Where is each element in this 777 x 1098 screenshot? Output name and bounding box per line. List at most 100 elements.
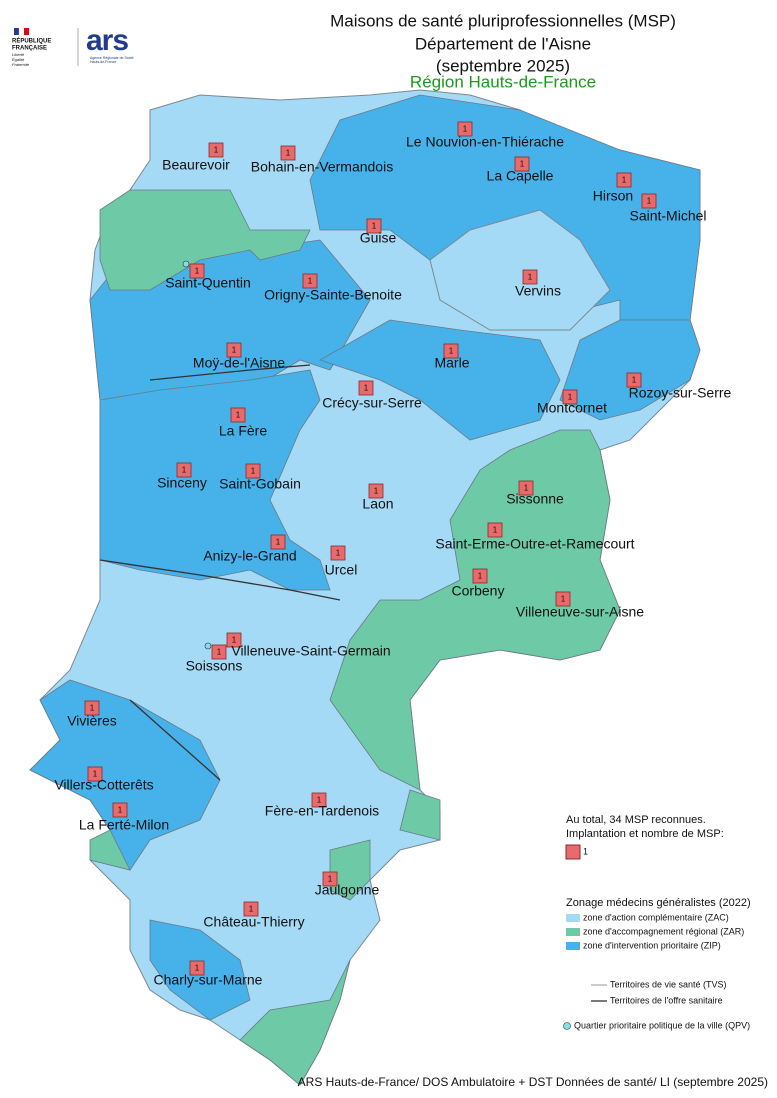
msp-marker [230,407,246,423]
commune-label: Moÿ-de-l'Aisne [193,355,285,371]
commune-label: Guise [360,230,397,246]
offre-border [99,364,341,781]
ars-subtitle: Agence Régionale de Santé [90,56,134,60]
zone-zar [239,959,351,1086]
motto-text: Égalité [12,57,25,62]
commune-label: Montcornet [537,400,607,416]
title-line: Maisons de santé pluriprofessionnelles (… [330,11,676,30]
msp-count: 1 [520,160,525,169]
commune-label: Marle [434,355,469,371]
msp-count: 1 [232,636,237,645]
commune-label: Villeneuve-sur-Aisne [516,604,644,620]
msp-marker [457,121,473,137]
msp-marker [208,142,224,158]
commune-label: Jaulgonne [315,882,380,898]
commune-label: Château-Thierry [203,914,304,930]
msp-count: 1 [493,526,498,535]
zones [29,89,701,1086]
commune-label: Charly-sur-Marne [154,972,263,988]
msp-count: 1 [93,770,98,779]
commune-label: Laon [362,496,393,512]
msp-marker [211,644,227,660]
legend-qpv [563,1022,571,1030]
commune-label: La Ferté-Milon [79,817,169,833]
msp-marker [443,343,459,359]
msp-count: 1 [249,905,254,914]
msp-count: 1 [195,267,200,276]
zone-zar [399,789,441,841]
commune-label: Corbeny [452,583,505,599]
msp-marker [562,389,578,405]
msp-count: 1 [364,384,369,393]
msp-count: 1 [286,149,291,158]
msp-count: 1 [236,411,241,420]
msp-marker [226,342,242,358]
commune-label: Saint-Erme-Outre-et-Ramecourt [435,536,634,552]
commune-label: Beaurevoir [162,157,230,173]
commune-label: La Capelle [487,168,554,184]
msp-count: 1 [336,549,341,558]
flag-blue [14,28,19,35]
commune-label: Bohain-en-Vermandois [251,159,393,175]
legend-marker [565,844,581,860]
msp-count: 1 [90,704,95,713]
republic-text: RÉPUBLIQUE [12,37,51,45]
msp-count: 1 [449,347,454,356]
commune-label: Villers-Cotterêts [54,777,153,793]
msp-marker [311,792,327,808]
msp-marker [616,172,632,188]
zone-zac [429,209,611,331]
commune-label: Hirson [593,188,633,204]
qpv-dot [182,260,190,268]
flag-white [18,27,25,36]
commune-label: Sissonne [506,491,564,507]
msp-marker [189,960,205,976]
ars-logo: ars [86,24,128,57]
ars-subtitle: Hauts-de-France [90,60,116,64]
legend-qpv-label: Quartier prioritaire politique de la vil… [574,1020,750,1030]
legend-marker-label: 1 [583,846,588,856]
msp-count: 1 [328,875,333,884]
msp-count: 1 [317,796,322,805]
msp-marker [330,545,346,561]
commune-label: Fère-en-Tardenois [265,803,379,819]
motto-text: Fraternité [12,62,30,67]
commune-label: Soissons [186,658,243,674]
msp-marker [245,463,261,479]
msp-count: 1 [195,964,200,973]
region-title: Région Hauts-de-France [410,72,596,91]
msp-marker [322,871,338,887]
msp-marker [518,480,534,496]
zone-zar [329,429,621,791]
msp-count: 1 [372,222,377,231]
title-line: Département de l'Aisne [415,34,591,53]
commune-label: Vervins [515,283,561,299]
zone-zar [99,189,311,291]
legend-zone: zone d'intervention prioritaire (ZIP) [583,940,721,950]
msp-marker [243,901,259,917]
legend-zone: zone d'action complémentaire (ZAC) [583,912,729,922]
msp-marker [176,462,192,478]
msp-marker [641,193,657,209]
commune-label: Le Nouvion-en-Thiérache [406,134,564,150]
msp-count: 1 [308,277,313,286]
msp-marker [112,802,128,818]
footer: ARS Hauts-de-France/ DOS Ambulatoire + D… [298,1075,768,1089]
msp-marker [626,372,642,388]
msp-marker [270,534,286,550]
zone-zip [29,679,221,871]
msp-count: 1 [118,806,123,815]
motto-text: Liberté [12,52,25,57]
republic-text: FRANÇAISE [12,46,47,52]
legend-swatch [566,914,580,922]
msp-marker [487,522,503,538]
msp-marker [368,483,384,499]
msp-marker [280,145,296,161]
msp-marker [358,380,374,396]
commune-label: Saint-Gobain [219,476,301,492]
msp-count: 1 [182,466,187,475]
commune-label: Origny-Sainte-Benoite [264,287,402,303]
msp-marker [555,591,571,607]
msp-count: 1 [251,467,256,476]
